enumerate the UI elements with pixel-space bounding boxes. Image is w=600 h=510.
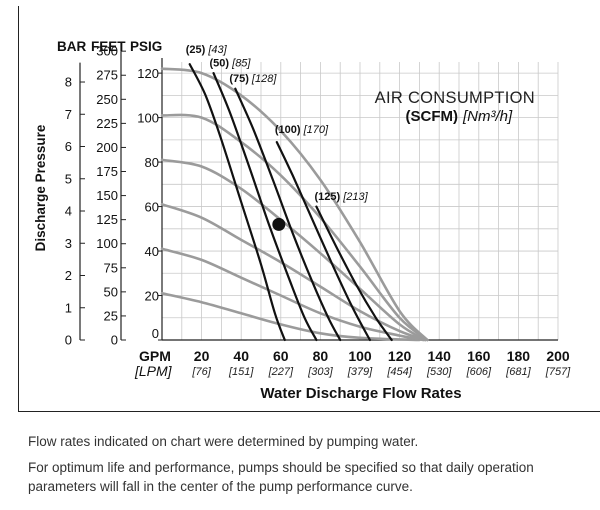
pressure-curve xyxy=(160,203,427,342)
x-alt-tick-label: [606] xyxy=(466,366,492,378)
pressure-curve xyxy=(160,67,429,342)
feet-tick-label: 200 xyxy=(96,140,118,155)
x-alt-tick-label: [454] xyxy=(386,366,412,378)
figure-left-rule xyxy=(18,6,19,411)
feet-tick-label: 250 xyxy=(96,92,118,107)
feet-tick-label: 0 xyxy=(111,333,118,348)
x-alt-tick-label: [303] xyxy=(307,366,333,378)
x-tick-label: 200 xyxy=(546,348,570,364)
x-tick-label: 140 xyxy=(428,348,452,364)
figure-bottom-rule xyxy=(18,411,600,412)
bar-tick-label: 6 xyxy=(65,139,72,154)
bar-tick-label: 3 xyxy=(65,236,72,251)
x-alt-tick-label: [530] xyxy=(426,366,452,378)
bar-tick-label: 0 xyxy=(65,333,72,348)
feet-tick-label: 175 xyxy=(96,164,118,179)
legend-units: (SCFM) xyxy=(406,108,459,125)
x-tick-label: 180 xyxy=(507,348,531,364)
feet-tick-label: 125 xyxy=(96,212,118,227)
psig-tick-label: 100 xyxy=(137,111,159,126)
footnote-operating-advice: For optimum life and performance, pumps … xyxy=(28,460,534,494)
air-curve-label: (50) [85] xyxy=(210,57,252,69)
x-tick-label: 60 xyxy=(273,348,289,364)
air-consumption-curve xyxy=(275,141,371,342)
feet-tick-label: 225 xyxy=(96,116,118,131)
x-alt-tick-label: [379] xyxy=(347,366,373,378)
air-curve-label: (125) [213] xyxy=(314,191,368,203)
labels: (25) [43](50) [85] (75) [128] (100) [170] (… xyxy=(186,44,369,203)
air-curve-label: (25) [43] xyxy=(186,44,228,56)
x-tick-label: 80 xyxy=(313,348,329,364)
x-alt-tick-label: [151] xyxy=(228,366,254,378)
air-consumption-curve xyxy=(315,205,393,342)
bar-tick-label: 8 xyxy=(65,75,72,90)
x-tick-label: 100 xyxy=(348,348,372,364)
bar-tick-label: 4 xyxy=(65,204,72,219)
bar-tick-label: 7 xyxy=(65,107,72,122)
feet-tick-label: 300 xyxy=(96,44,118,59)
psig-tick-label: 80 xyxy=(145,155,159,170)
y-axis-title: Discharge Pressure xyxy=(33,124,48,251)
x-alt-tick-label: [681] xyxy=(505,366,531,378)
legend-title: AIR CONSUMPTION xyxy=(375,89,535,107)
psig-tick-label: 20 xyxy=(145,289,159,304)
air-consumption-curve xyxy=(188,63,286,342)
x-alt-unit-label: [LPM] xyxy=(134,363,173,379)
x-alt-tick-label: [757] xyxy=(545,366,571,378)
legend-units-alt: [Nm³/h] xyxy=(462,108,513,125)
bar-tick-label: 1 xyxy=(65,300,72,315)
feet-tick-label: 50 xyxy=(104,284,118,299)
psig-tick-label: 0 xyxy=(152,326,159,341)
x-tick-label: 120 xyxy=(388,348,412,364)
x-axis-title: Water Discharge Flow Rates xyxy=(260,385,461,402)
air-consumption-curve xyxy=(234,87,342,342)
x-unit-label: GPM xyxy=(139,348,171,364)
feet-tick-label: 25 xyxy=(104,308,118,323)
x-tick-label: 160 xyxy=(467,348,491,364)
feet-tick-label: 275 xyxy=(96,68,118,83)
psig-tick-label: 120 xyxy=(137,66,159,81)
feet-tick-label: 150 xyxy=(96,188,118,203)
x-tick-label: 40 xyxy=(233,348,249,364)
pump-performance-chart: 20[76]40[151]60[227]80[303]100[379]120[4… xyxy=(33,39,571,402)
operating-point-marker xyxy=(272,217,286,231)
feet-tick-label: 75 xyxy=(104,260,118,275)
pressure-curve xyxy=(160,247,425,342)
feet-tick-label: 100 xyxy=(96,236,118,251)
footnote-test-conditions: Flow rates indicated on chart were deter… xyxy=(28,434,419,449)
air-curve-label: (75) [128] xyxy=(229,73,277,85)
y-header-psig: PSIG xyxy=(130,39,162,54)
series xyxy=(160,63,429,342)
x-tick-label: 20 xyxy=(194,348,210,364)
y-header-bar: BAR xyxy=(57,39,86,54)
air-curve-label: (100) [170] xyxy=(275,124,329,136)
axes: 20[76]40[151]60[227]80[303]100[379]120[4… xyxy=(65,44,571,378)
psig-tick-label: 60 xyxy=(145,200,159,215)
y-header-feet: FEET xyxy=(91,39,126,54)
bar-tick-label: 2 xyxy=(65,268,72,283)
pressure-curve xyxy=(160,292,421,342)
x-alt-tick-label: [227] xyxy=(268,366,294,378)
air-consumption-curve xyxy=(212,72,318,342)
x-alt-tick-label: [76] xyxy=(191,366,211,378)
bar-tick-label: 5 xyxy=(65,171,72,186)
pressure-curve xyxy=(160,158,427,342)
psig-tick-label: 40 xyxy=(145,244,159,259)
